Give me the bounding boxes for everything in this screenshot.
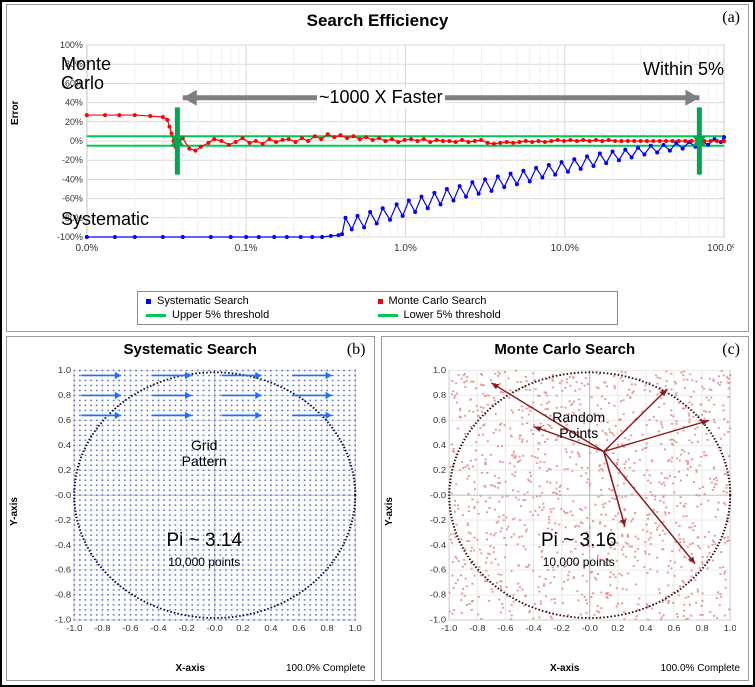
legend-lower-label: Lower 5% threshold	[404, 309, 501, 321]
legend-montecarlo: Monte Carlo Search	[378, 295, 610, 307]
svg-text:-0.0: -0.0	[429, 490, 445, 499]
svg-text:80%: 80%	[65, 59, 83, 69]
panel-a-plot: -100% -80% -60% -40% -20% 0% 20% 40% 60% 80% 100% 0…	[57, 41, 734, 261]
panel-b-ylabel: Y-axis	[9, 497, 20, 526]
svg-text:-0.4: -0.4	[55, 540, 71, 549]
svg-text:0.0%: 0.0%	[76, 243, 99, 254]
svg-text:10.0%: 10.0%	[551, 243, 579, 254]
legend-lower-swatch	[378, 314, 398, 317]
panel-b: (b) Systematic Search Y-axis -1.0-1.0-0.…	[6, 336, 375, 681]
svg-text:0.6: 0.6	[58, 416, 71, 425]
svg-text:0.4: 0.4	[58, 441, 71, 450]
panel-b-svg: -1.0-1.0-0.8-0.8-0.6-0.6-0.4-0.4-0.2-0.2…	[47, 365, 362, 640]
panel-c-ylabel: Y-axis	[384, 497, 395, 526]
svg-text:-0.8: -0.8	[429, 590, 445, 599]
legend-systematic: Systematic Search	[146, 295, 378, 307]
svg-text:-1.0: -1.0	[66, 623, 82, 632]
svg-text:0.6: 0.6	[292, 623, 305, 632]
svg-text:40%: 40%	[65, 98, 83, 108]
legend-systematic-swatch	[146, 299, 151, 304]
svg-text:20%: 20%	[65, 117, 83, 127]
svg-text:0.2: 0.2	[611, 623, 624, 632]
panel-a-title: Search Efficiency	[7, 11, 748, 31]
svg-text:0.8: 0.8	[695, 623, 708, 632]
legend-lower: Lower 5% threshold	[378, 309, 610, 321]
svg-text:-40%: -40%	[62, 174, 83, 184]
svg-text:-0.4: -0.4	[525, 623, 541, 632]
svg-text:0.4: 0.4	[264, 623, 277, 632]
legend-montecarlo-swatch	[378, 299, 383, 304]
svg-text:0.8: 0.8	[321, 623, 334, 632]
panel-a: (a) Search Efficiency Error -100%-80%-60…	[6, 4, 749, 332]
panel-c-title: Monte Carlo Search	[382, 341, 749, 358]
svg-text:-0.0: -0.0	[581, 623, 597, 632]
panel-a-legend: Systematic Search Monte Carlo Search Upp…	[137, 291, 618, 325]
panel-bc-row: (b) Systematic Search Y-axis -1.0-1.0-0.…	[6, 336, 749, 681]
panel-b-complete: 100.0% Complete	[286, 663, 366, 674]
svg-text:-100%: -100%	[57, 232, 83, 242]
svg-text:-0.4: -0.4	[429, 540, 445, 549]
svg-text:-1.0: -1.0	[441, 623, 457, 632]
panel-c: (c) Monte Carlo Search Y-axis -1.0-1.0-0…	[381, 336, 750, 681]
svg-text:-0.2: -0.2	[553, 623, 569, 632]
svg-text:0.6: 0.6	[432, 416, 445, 425]
svg-text:0.4: 0.4	[639, 623, 652, 632]
figure-container: (a) Search Efficiency Error -100%-80%-60…	[0, 0, 755, 687]
svg-text:-0.6: -0.6	[497, 623, 513, 632]
svg-text:0.8: 0.8	[432, 391, 445, 400]
legend-upper-label: Upper 5% threshold	[172, 309, 269, 321]
svg-text:0.4: 0.4	[432, 441, 445, 450]
svg-text:1.0%: 1.0%	[394, 243, 417, 254]
panel-c-plot: -1.0-1.0-0.8-0.8-0.6-0.6-0.4-0.4-0.2-0.2…	[422, 365, 737, 640]
svg-text:1.0: 1.0	[349, 623, 362, 632]
legend-systematic-label: Systematic Search	[157, 295, 249, 307]
svg-text:-0.2: -0.2	[429, 515, 445, 524]
svg-text:-0.2: -0.2	[55, 515, 71, 524]
svg-text:0.6: 0.6	[667, 623, 680, 632]
svg-text:-0.8: -0.8	[55, 590, 71, 599]
svg-text:0.2: 0.2	[432, 466, 445, 475]
svg-text:-0.8: -0.8	[469, 623, 485, 632]
svg-text:-0.6: -0.6	[122, 623, 138, 632]
svg-text:-80%: -80%	[62, 213, 83, 223]
svg-text:0.2: 0.2	[236, 623, 249, 632]
svg-text:0.2: 0.2	[58, 466, 71, 475]
svg-text:0.1%: 0.1%	[235, 243, 258, 254]
legend-upper: Upper 5% threshold	[146, 309, 378, 321]
svg-text:-0.0: -0.0	[207, 623, 223, 632]
panel-b-plot: -1.0-1.0-0.8-0.8-0.6-0.6-0.4-0.4-0.2-0.2…	[47, 365, 362, 640]
svg-text:-0.0: -0.0	[55, 490, 71, 499]
svg-text:100.0%: 100.0%	[707, 243, 734, 254]
panel-a-ylabel: Error	[10, 101, 21, 125]
svg-text:-0.2: -0.2	[179, 623, 195, 632]
svg-text:1.0: 1.0	[432, 366, 445, 375]
svg-text:-60%: -60%	[62, 194, 83, 204]
panel-c-complete: 100.0% Complete	[661, 663, 741, 674]
svg-text:1.0: 1.0	[723, 623, 736, 632]
panel-c-svg: -1.0-1.0-0.8-0.8-0.6-0.6-0.4-0.4-0.2-0.2…	[422, 365, 737, 640]
svg-text:0%: 0%	[70, 136, 83, 146]
legend-upper-swatch	[146, 314, 166, 317]
svg-text:1.0: 1.0	[58, 366, 71, 375]
svg-text:0.8: 0.8	[58, 391, 71, 400]
svg-text:-0.8: -0.8	[94, 623, 110, 632]
svg-text:60%: 60%	[65, 78, 83, 88]
svg-text:-20%: -20%	[62, 155, 83, 165]
panel-b-title: Systematic Search	[7, 341, 374, 358]
svg-text:-0.4: -0.4	[150, 623, 166, 632]
svg-text:-0.6: -0.6	[429, 565, 445, 574]
svg-text:-0.6: -0.6	[55, 565, 71, 574]
svg-text:100%: 100%	[60, 41, 83, 50]
panel-a-svg: -100% -80% -60% -40% -20% 0% 20% 40% 60% 80% 100% 0…	[57, 41, 734, 261]
legend-montecarlo-label: Monte Carlo Search	[389, 295, 487, 307]
